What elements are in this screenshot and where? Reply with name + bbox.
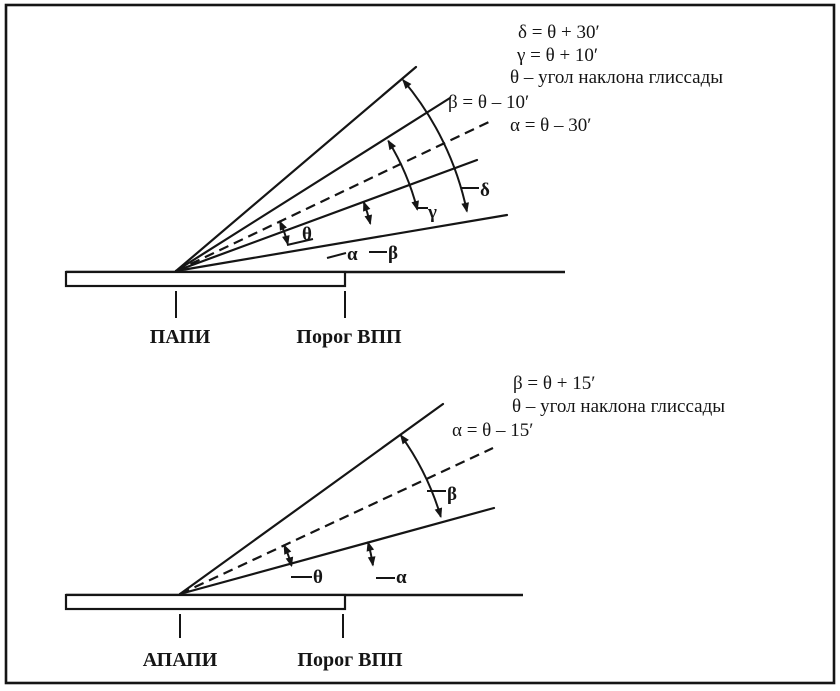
papi-gamma-mark: γ	[427, 202, 437, 223]
papi-alpha-mark-tick	[326, 252, 347, 259]
papi-beam-alpha	[174, 213, 509, 273]
papi-threshold-caption: Порог ВПП	[296, 326, 402, 348]
papi-legend-beta: β = θ – 10′	[448, 92, 529, 113]
apapi-legend-theta-definition: θ – угол наклона глиссады	[512, 396, 725, 417]
papi-diagram: θ α β γ δ δ = θ + 30′ γ = θ + 10′ θ – уг…	[64, 22, 723, 348]
apapi-threshold-caption: Порог ВПП	[297, 649, 403, 671]
apapi-beam-alpha	[178, 506, 496, 596]
papi-theta-mark-tick	[286, 238, 314, 246]
apapi-beam-beta	[178, 402, 445, 596]
apapi-alpha-mark: α	[396, 567, 407, 588]
apapi-beta-mark: β	[447, 484, 457, 505]
papi-gamma-angle-arc	[387, 139, 419, 211]
apapi-alpha-angle-arc	[366, 541, 376, 567]
papi-legend-theta-definition: θ – угол наклона глиссады	[510, 67, 723, 88]
papi-delta-angle-arc	[402, 78, 469, 213]
papi-legend-gamma: γ = θ + 10′	[516, 45, 598, 66]
papi-beta-mark: β	[388, 243, 398, 264]
papi-legend-delta: δ = θ + 30′	[518, 22, 600, 43]
apapi-glide-slope-dashed-line	[179, 447, 494, 595]
figure-border	[4, 3, 836, 685]
papi-caption: ПАПИ	[150, 326, 211, 348]
papi-beam-delta	[174, 65, 418, 273]
apapi-theta-angle-arc	[283, 544, 294, 568]
papi-theta-mark: θ	[302, 224, 312, 245]
papi-runway-bar	[64, 270, 347, 288]
apapi-beta-angle-arc	[399, 434, 443, 519]
papi-alpha-mark: α	[347, 244, 358, 265]
papi-beta-angle-arc	[362, 200, 373, 225]
apapi-legend-beta: β = θ + 15′	[513, 373, 595, 394]
papi-delta-mark: δ	[480, 180, 490, 201]
apapi-runway-bar	[64, 593, 347, 611]
apapi-legend-alpha: α = θ – 15′	[452, 420, 533, 441]
apapi-diagram: θ α β β = θ + 15′ θ – угол наклона глисс…	[64, 373, 725, 671]
apapi-caption: АПАПИ	[143, 649, 218, 671]
papi-legend-alpha: α = θ – 30′	[510, 115, 591, 136]
apapi-theta-mark: θ	[313, 567, 323, 588]
